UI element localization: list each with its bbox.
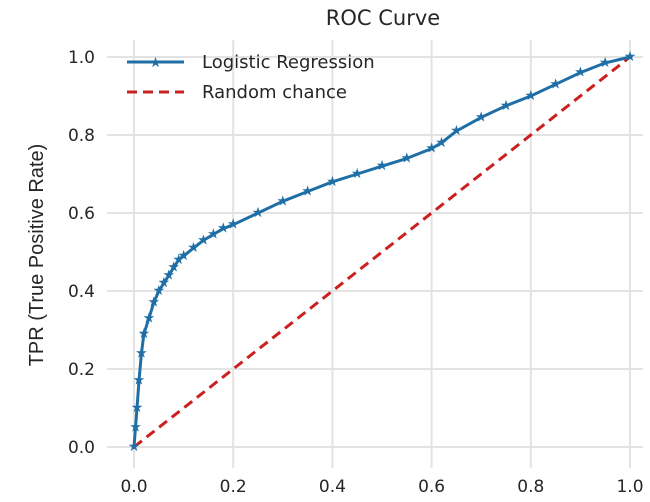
roc-point-marker: ★	[135, 345, 148, 361]
roc-point-marker: ★	[131, 400, 144, 416]
roc-point-marker: ★	[129, 420, 142, 436]
roc-point-marker: ★	[187, 240, 200, 256]
y-axis-label: TPR (True Positive Rate)	[26, 144, 48, 367]
roc-point-marker: ★	[277, 193, 290, 209]
logistic-regression-points: ★★★★★★★★★★★★★★★★★★★★★★★ ★ ★ ★★★★★★★★★★ ★	[128, 49, 637, 455]
roc-point-marker: ★	[153, 283, 166, 299]
x-tick-label: 0.4	[319, 477, 346, 497]
roc-point-marker: ★	[401, 150, 414, 166]
roc-point-marker: ★	[376, 158, 389, 174]
roc-point-marker: ★	[177, 248, 190, 264]
legend: ★ Logistic Regression Random chance	[127, 52, 375, 103]
y-tick-label: 0.8	[68, 126, 95, 146]
roc-point-marker: ★	[351, 166, 364, 182]
roc-point-marker: ★	[143, 310, 156, 326]
roc-point-marker: ★	[207, 226, 220, 242]
roc-point-marker: ★	[599, 55, 612, 71]
random-chance-line	[133, 55, 631, 449]
legend-star-icon: ★	[149, 55, 162, 71]
legend-label-random: Random chance	[202, 82, 347, 103]
roc-point-marker: ★	[128, 439, 141, 455]
roc-point-marker: ★	[227, 217, 240, 233]
roc-point-marker: ★	[167, 260, 180, 276]
logistic-regression-line	[132, 55, 631, 448]
roc-point-marker: ★	[549, 76, 562, 92]
x-tick-label: 0.8	[517, 477, 544, 497]
roc-point-marker: ★	[475, 109, 488, 125]
roc-point-marker: ★	[425, 141, 438, 157]
y-tick-label: 1.0	[68, 48, 95, 68]
y-tick-label: 0.0	[68, 438, 95, 458]
y-tick-label: 0.4	[68, 282, 95, 302]
tick-labels: 0.0 0.2 0.4 0.6 0.8 1.0 0.0 0.2 0.4 0.6 0.8 1.0	[68, 48, 644, 497]
roc-point-marker: ★	[172, 252, 185, 268]
roc-point-marker: ★	[197, 232, 210, 248]
roc-point-marker: ★	[157, 275, 170, 291]
roc-point-marker: ★	[162, 267, 175, 283]
roc-point-marker: ★	[138, 326, 151, 342]
roc-point-marker: ★	[301, 184, 314, 200]
grid	[107, 40, 643, 468]
roc-point-marker: ★	[450, 123, 463, 139]
y-tick-label: 0.2	[68, 360, 95, 380]
series-group: ★★★★★★★★★★★★★★★★★★★★★★★ ★ ★ ★★★★★★★★★★ ★	[128, 49, 637, 455]
legend-label-logistic: Logistic Regression	[202, 52, 375, 73]
roc-point-marker: ★	[217, 221, 230, 237]
roc-point-marker: ★	[148, 295, 161, 311]
roc-point-marker: ★	[326, 174, 339, 190]
y-tick-label: 0.6	[68, 204, 95, 224]
x-tick-label: 0.0	[120, 477, 147, 497]
roc-point-marker: ★	[624, 49, 637, 65]
x-tick-label: 1.0	[616, 477, 643, 497]
roc-point-marker: ★	[435, 135, 448, 151]
roc-point-marker: ★	[574, 65, 587, 81]
roc-point-marker: ★	[500, 98, 513, 114]
roc-point-marker: ★	[133, 373, 146, 389]
x-tick-label: 0.2	[220, 477, 247, 497]
x-tick-label: 0.6	[418, 477, 445, 497]
chart-title: ROC Curve	[326, 6, 440, 30]
roc-point-marker: ★	[525, 88, 538, 104]
roc-point-marker: ★	[252, 205, 265, 221]
